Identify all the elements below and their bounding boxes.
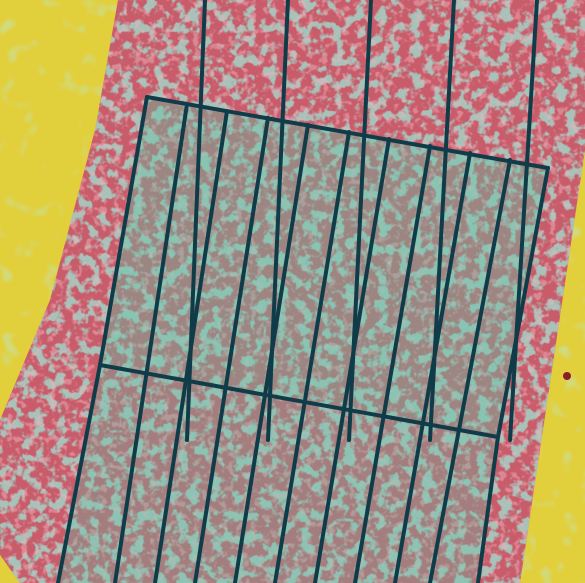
- grid-line-vertical: [353, 144, 432, 583]
- grid-line-vertical: [313, 137, 391, 583]
- plot-interior-lower: [55, 365, 498, 583]
- grid-line-vertical: [193, 116, 270, 583]
- grid-line-vertical: [428, 158, 512, 583]
- dark-spot: [563, 372, 571, 380]
- grid-line-vertical: [233, 123, 310, 583]
- grid-line-right: [496, 166, 550, 439]
- grid-line-left-lower: [56, 363, 102, 583]
- grid-line-vertical: [153, 109, 229, 583]
- grid-line-vertical-upper: [508, 0, 539, 442]
- plot-grid: [56, 0, 550, 583]
- grid-line-right-lower: [476, 435, 500, 583]
- grid-line-left: [98, 95, 149, 367]
- grid-line-vertical: [113, 102, 189, 583]
- grid-line-vertical: [393, 151, 472, 583]
- grid-line-vertical: [273, 130, 351, 583]
